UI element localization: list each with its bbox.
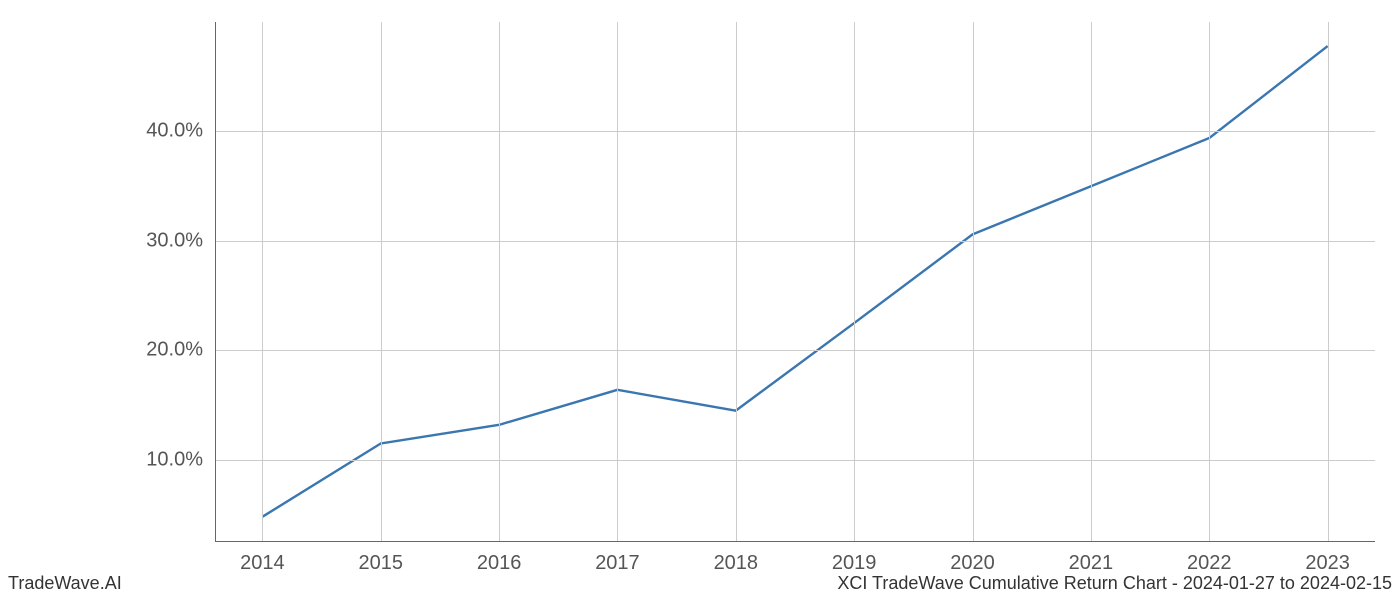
line-series	[215, 22, 1375, 542]
grid-line-vertical	[854, 22, 855, 542]
grid-line-horizontal	[215, 460, 1375, 461]
footer-left-text: TradeWave.AI	[8, 573, 122, 594]
x-tick-label: 2020	[950, 552, 995, 575]
x-tick-label: 2023	[1305, 552, 1350, 575]
grid-line-vertical	[1091, 22, 1092, 542]
x-tick-label: 2016	[477, 552, 522, 575]
x-tick-label: 2015	[358, 552, 403, 575]
x-tick-label: 2019	[832, 552, 877, 575]
y-tick-label: 20.0%	[146, 339, 203, 362]
x-tick-label: 2018	[714, 552, 759, 575]
grid-line-vertical	[499, 22, 500, 542]
grid-line-vertical	[262, 22, 263, 542]
grid-line-vertical	[617, 22, 618, 542]
x-tick-label: 2017	[595, 552, 640, 575]
y-axis-line	[215, 22, 216, 542]
grid-line-horizontal	[215, 350, 1375, 351]
x-tick-label: 2021	[1069, 552, 1114, 575]
y-tick-label: 30.0%	[146, 229, 203, 252]
x-tick-label: 2014	[240, 552, 285, 575]
grid-line-horizontal	[215, 131, 1375, 132]
grid-line-vertical	[1328, 22, 1329, 542]
return-line	[262, 46, 1327, 517]
footer-right-text: XCI TradeWave Cumulative Return Chart - …	[837, 573, 1392, 594]
grid-line-vertical	[736, 22, 737, 542]
grid-line-horizontal	[215, 241, 1375, 242]
x-tick-label: 2022	[1187, 552, 1232, 575]
grid-line-vertical	[1209, 22, 1210, 542]
y-tick-label: 10.0%	[146, 448, 203, 471]
x-axis-line	[215, 541, 1375, 542]
plot-area	[215, 22, 1375, 542]
y-tick-label: 40.0%	[146, 120, 203, 143]
grid-line-vertical	[381, 22, 382, 542]
grid-line-vertical	[973, 22, 974, 542]
chart-container: TradeWave.AI XCI TradeWave Cumulative Re…	[0, 0, 1400, 600]
